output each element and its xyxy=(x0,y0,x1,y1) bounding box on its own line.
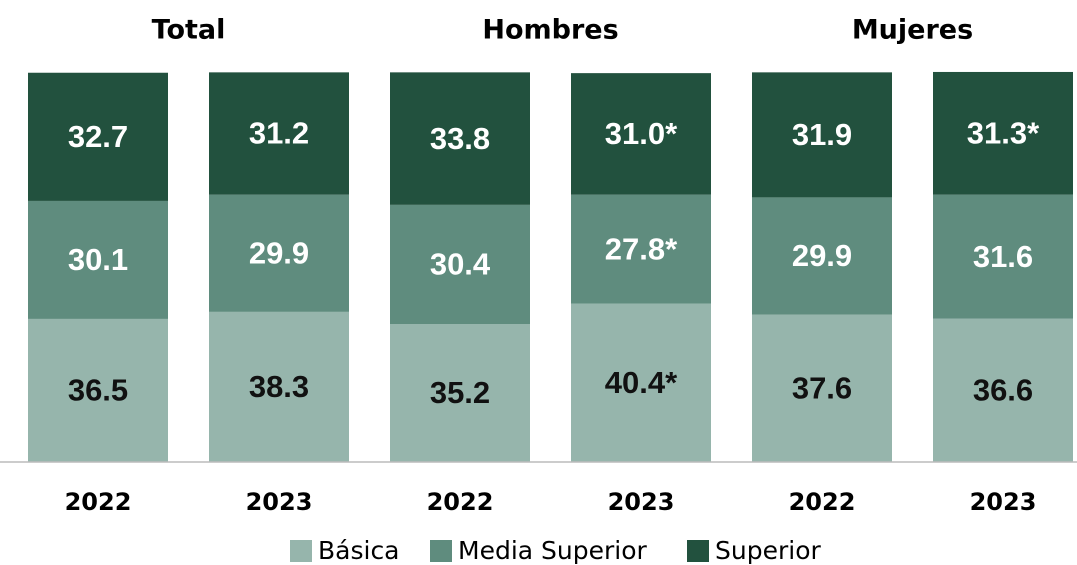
x-tick-label: 2023 xyxy=(970,488,1037,516)
bar-segment xyxy=(28,318,168,462)
group-title: Total xyxy=(152,15,226,46)
legend-swatch xyxy=(430,540,452,562)
value-label: 30.4 xyxy=(430,247,491,282)
x-tick-label: 2022 xyxy=(65,488,132,516)
group-title: Mujeres xyxy=(852,15,973,46)
bar-segment xyxy=(28,72,168,201)
bar-segment xyxy=(752,72,892,198)
legend-swatch xyxy=(290,540,312,562)
value-label: 27.8* xyxy=(605,231,678,266)
value-label: 32.7 xyxy=(68,119,128,154)
bar-segment xyxy=(28,200,168,319)
bar-segment xyxy=(571,303,711,462)
value-label: 31.6 xyxy=(973,239,1033,274)
legend-swatch xyxy=(687,540,709,562)
value-label: 37.6 xyxy=(792,370,852,405)
bar-segment xyxy=(933,318,1073,462)
bar-segment xyxy=(209,72,349,195)
value-label: 35.2 xyxy=(430,375,490,410)
bar-segment xyxy=(209,194,349,312)
legend-label: Superior xyxy=(715,536,821,565)
x-tick-label: 2022 xyxy=(427,488,494,516)
value-label: 33.8 xyxy=(430,121,490,156)
bar-segment xyxy=(752,197,892,315)
legend-label: Media Superior xyxy=(458,536,648,565)
value-label: 36.6 xyxy=(973,372,1033,407)
value-label: 31.0* xyxy=(605,116,678,151)
value-label: 29.9 xyxy=(792,238,852,273)
value-label: 36.5 xyxy=(68,373,128,408)
bar-segment xyxy=(571,73,711,195)
value-label: 30.1 xyxy=(68,242,128,277)
value-label: 31.3* xyxy=(967,115,1040,150)
x-tick-label: 2023 xyxy=(608,488,675,516)
bar-segment xyxy=(390,72,530,205)
bar-segment xyxy=(390,204,530,325)
bar-segment xyxy=(571,194,711,304)
legend-label: Básica xyxy=(318,536,400,565)
group-title: Hombres xyxy=(482,15,618,46)
bar-segment xyxy=(933,71,1073,195)
x-tick-label: 2023 xyxy=(246,488,313,516)
value-label: 31.2 xyxy=(249,116,309,151)
value-label: 38.3 xyxy=(249,369,309,404)
value-label: 31.9 xyxy=(792,117,852,152)
value-label: 40.4* xyxy=(605,365,678,400)
bar-segment xyxy=(209,311,349,462)
value-label: 29.9 xyxy=(249,235,309,270)
bar-segment xyxy=(933,194,1073,319)
x-tick-label: 2022 xyxy=(789,488,856,516)
bar-segment xyxy=(390,324,530,462)
bar-segment xyxy=(752,314,892,462)
